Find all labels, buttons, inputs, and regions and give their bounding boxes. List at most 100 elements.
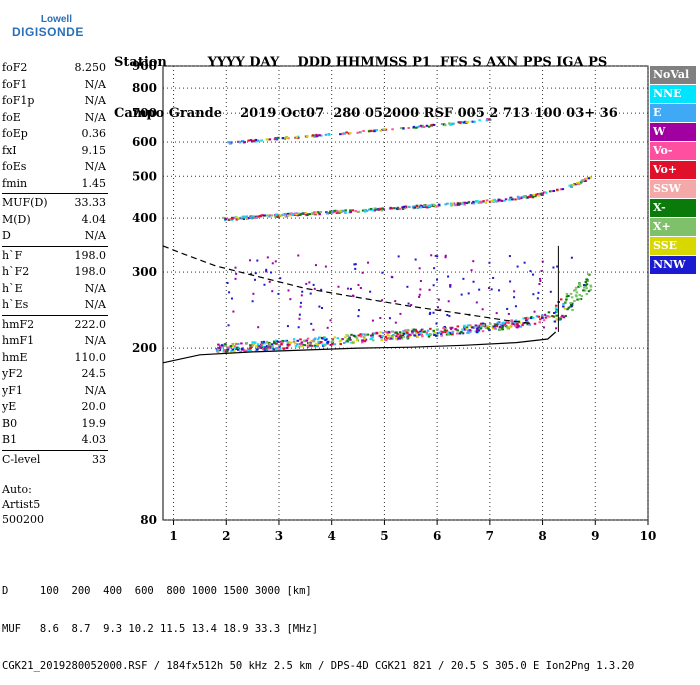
echo-point [418, 267, 421, 270]
y-grid-dot [415, 175, 416, 177]
x-grid-dot [647, 182, 649, 183]
x-grid-dot [436, 158, 438, 159]
y-grid-dot [255, 519, 256, 521]
x-grid-dot [278, 322, 280, 323]
y-grid-dot [251, 112, 252, 114]
echo-point [428, 313, 431, 316]
y-grid-dot [339, 271, 340, 273]
y-grid-dot [291, 519, 292, 521]
y-grid-dot [439, 65, 440, 67]
x-grid-dot [331, 314, 333, 315]
echo-point [419, 332, 422, 335]
echo-point [312, 283, 315, 286]
echo-point [465, 326, 469, 329]
x-grid-dot [278, 194, 280, 195]
x-grid-dot [436, 502, 438, 503]
x-grid-dot [594, 326, 596, 327]
echo-point [367, 130, 371, 133]
y-grid-dot [263, 271, 264, 273]
y-grid-dot [539, 87, 540, 89]
echo-point [537, 291, 540, 294]
x-grid-dot [489, 418, 491, 419]
y-grid-dot [331, 217, 332, 219]
echo-point [406, 285, 409, 288]
x-grid-dot [542, 310, 544, 311]
x-grid-dot [542, 174, 544, 175]
x-grid-dot [173, 270, 175, 271]
x-grid-dot [542, 206, 544, 207]
x-grid-dot [278, 418, 280, 419]
y-grid-dot [207, 217, 208, 219]
y-grid-dot [347, 175, 348, 177]
x-grid-dot [383, 470, 385, 471]
echo-point [553, 320, 557, 323]
echo-point [514, 324, 517, 327]
y-grid-dot [551, 87, 552, 89]
y-grid-dot [407, 271, 408, 273]
y-grid-dot [507, 175, 508, 177]
y-grid-dot [559, 141, 560, 143]
echo-point [559, 317, 562, 320]
echo-point [503, 322, 507, 325]
echo-point [452, 122, 455, 125]
y-grid-dot [363, 175, 364, 177]
y-grid-dot [459, 87, 460, 89]
y-grid-dot [395, 217, 396, 219]
x-grid-dot [278, 142, 280, 143]
x-grid-dot [436, 470, 438, 471]
echo-point [555, 318, 558, 321]
y-grid-dot [467, 217, 468, 219]
y-grid-dot [555, 65, 556, 67]
y-grid-dot [351, 271, 352, 273]
x-grid-dot [542, 278, 544, 279]
param-name: fxI [2, 143, 17, 157]
y-grid-dot [303, 141, 304, 143]
echo-point [229, 142, 232, 145]
x-grid-dot [594, 406, 596, 407]
x-grid-dot [542, 74, 544, 75]
y-grid-dot [179, 519, 180, 521]
x-grid-dot [647, 482, 649, 483]
y-grid-dot [179, 112, 180, 114]
echo-point [277, 292, 280, 295]
x-grid-dot [225, 342, 227, 343]
echo-point [270, 271, 273, 274]
y-grid-dot [247, 87, 248, 89]
echo-point [416, 206, 419, 209]
y-grid-dot [375, 519, 376, 521]
x-grid-dot [278, 510, 280, 511]
echo-point [234, 266, 237, 269]
echo-point [488, 329, 491, 332]
echo-point [391, 128, 394, 131]
echo-point [548, 315, 551, 318]
y-grid-dot [415, 65, 416, 67]
echo-point [478, 288, 481, 291]
x-grid-dot [173, 390, 175, 391]
x-grid-dot [383, 394, 385, 395]
x-grid-dot [542, 510, 544, 511]
x-grid-dot [278, 430, 280, 431]
y-grid-dot [347, 112, 348, 114]
echo-point [254, 215, 258, 218]
x-grid-dot [594, 190, 596, 191]
x-grid-dot [594, 234, 596, 235]
x-grid-dot [225, 330, 227, 331]
echo-point [338, 340, 342, 343]
y-grid-dot [575, 112, 576, 114]
y-grid-dot [611, 271, 612, 273]
x-grid-dot [489, 442, 491, 443]
x-grid-dot [594, 106, 596, 107]
echo-point [460, 330, 463, 333]
auto-artist: Artist5 [2, 498, 41, 511]
y-grid-dot [547, 271, 548, 273]
y-grid-dot [535, 175, 536, 177]
y-grid-dot [467, 175, 468, 177]
echo-point [235, 347, 238, 350]
x-grid-dot [594, 262, 596, 263]
x-grid-dot [173, 146, 175, 147]
y-grid-dot [511, 271, 512, 273]
x-grid-dot [278, 298, 280, 299]
y-tick-label: 300 [132, 265, 157, 279]
y-grid-dot [355, 175, 356, 177]
x-grid-dot [383, 90, 385, 91]
